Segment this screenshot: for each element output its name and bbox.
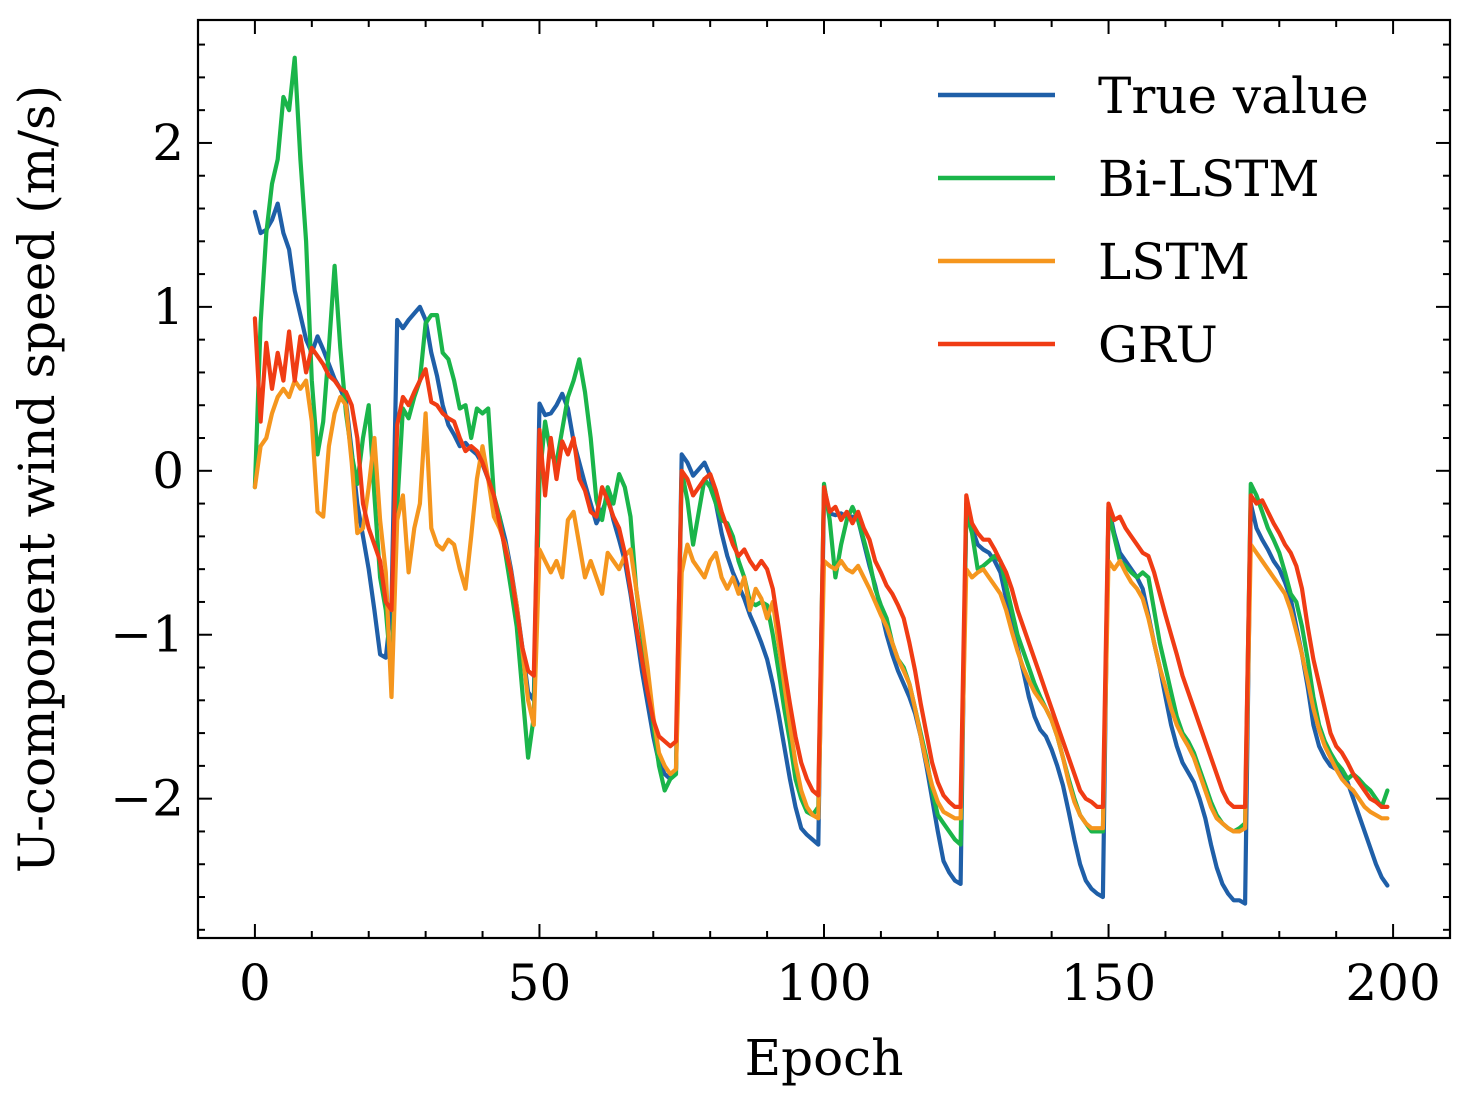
legend-label-true-value: True value bbox=[1098, 67, 1369, 125]
x-axis-title: Epoch bbox=[745, 1029, 904, 1087]
legend-label-gru: GRU bbox=[1098, 316, 1218, 374]
legend: True value Bi-LSTM LSTM GRU bbox=[938, 67, 1369, 374]
legend-label-bi-lstm: Bi-LSTM bbox=[1098, 150, 1320, 208]
series-layer bbox=[252, 55, 1390, 906]
x-tick-label: 150 bbox=[1061, 954, 1156, 1012]
tick-labels-layer: 0 50 100 150 200 −2 −1 0 1 2 bbox=[110, 114, 1441, 1012]
x-tick-label: 100 bbox=[776, 954, 871, 1012]
y-tick-label: −2 bbox=[110, 770, 184, 828]
y-tick-label: 0 bbox=[152, 442, 184, 500]
ticks-layer bbox=[197, 20, 1451, 938]
y-tick-label: −1 bbox=[110, 606, 184, 664]
y-tick-label: 1 bbox=[152, 278, 184, 336]
series-line-gru bbox=[252, 316, 1390, 809]
plot-frame bbox=[196, 18, 1452, 940]
y-tick-label: 2 bbox=[152, 114, 184, 172]
x-tick-label: 200 bbox=[1345, 954, 1440, 1012]
legend-label-lstm: LSTM bbox=[1098, 233, 1250, 291]
y-axis-title: U-component wind speed (m/s) bbox=[8, 85, 66, 873]
x-tick-label: 50 bbox=[508, 954, 572, 1012]
x-tick-label: 0 bbox=[239, 954, 271, 1012]
